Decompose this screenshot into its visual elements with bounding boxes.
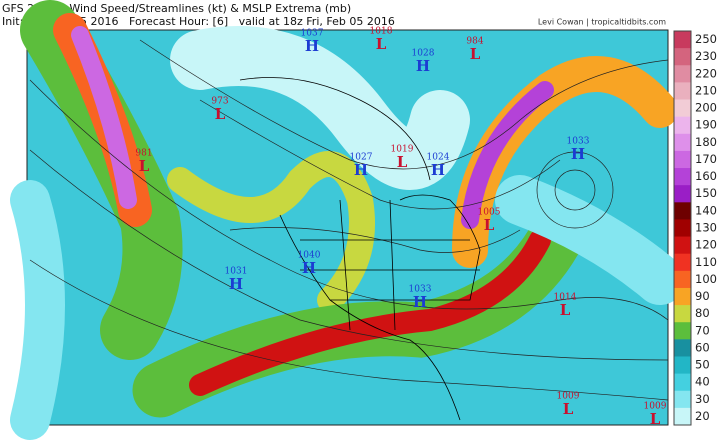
colorbar-tick-label: 160	[695, 169, 717, 183]
map-title: GFS 250mb Wind Speed/Streamlines (kt) & …	[2, 2, 351, 15]
colorbar-swatch	[674, 407, 691, 426]
colorbar-tick-label: 100	[695, 272, 717, 286]
colorbar-tick-label: 90	[695, 289, 710, 303]
colorbar-swatch	[674, 65, 691, 83]
streamlines	[29, 39, 669, 401]
colorbar-swatch	[674, 390, 691, 409]
pressure-value: 1019	[391, 145, 414, 155]
coastlines	[239, 77, 481, 421]
pressure-symbol: L	[215, 105, 226, 123]
pressure-symbol: L	[397, 153, 408, 171]
pressure-symbol: H	[571, 145, 585, 163]
pressure-symbol: H	[302, 259, 316, 277]
colorbar-swatch	[674, 31, 691, 49]
colorbar-swatch	[674, 219, 691, 238]
colorbar-tick-label: 60	[695, 340, 710, 354]
pressure-value: 1018	[370, 27, 393, 37]
pressure-symbol: H	[354, 161, 368, 179]
colorbar-tick-label: 180	[695, 135, 717, 149]
colorbar-swatch	[674, 202, 691, 220]
colorbar-tick-label: 210	[695, 83, 717, 97]
pressure-symbol: H	[413, 293, 427, 311]
colorbar-tick-label: 20	[695, 409, 710, 423]
pressure-value: 1040	[298, 251, 321, 261]
colorbar-swatch	[674, 253, 691, 272]
colorbar-swatch	[674, 322, 691, 340]
colorbar-tick-label: 140	[695, 203, 717, 217]
colorbar-swatch	[674, 236, 691, 255]
colorbar-swatch	[674, 305, 691, 323]
pressure-value: 1028	[412, 49, 435, 59]
pressure-symbol: L	[470, 45, 481, 63]
pressure-value: 981	[135, 149, 152, 159]
colorbar-tick-label: 50	[695, 358, 710, 372]
pressure-symbol: L	[376, 35, 387, 53]
colorbar-swatch	[674, 133, 691, 152]
colorbar-tick-label: 200	[695, 101, 717, 115]
pressure-symbol: H	[305, 37, 319, 55]
colorbar-border	[673, 30, 692, 426]
pressure-value: 973	[211, 97, 228, 107]
colorbar-swatch	[674, 373, 691, 392]
pressure-symbol: L	[484, 216, 495, 234]
colorbar-tick-label: 110	[695, 255, 717, 269]
pressure-symbol: H	[431, 161, 445, 179]
pressure-value: 1005	[478, 208, 501, 218]
pressure-value: 1009	[557, 392, 580, 402]
pressure-value: 984	[466, 37, 483, 47]
colorbar-tick-label: 170	[695, 152, 717, 166]
pressure-value: 1037	[301, 29, 324, 39]
colorbar-swatch	[674, 150, 691, 169]
colorbar-tick-label: 30	[695, 392, 710, 406]
colorbar-tick-label: 40	[695, 375, 710, 389]
pressure-symbol: L	[139, 157, 150, 175]
colorbar-tick-label: 120	[695, 238, 717, 252]
pressure-value: 1014	[554, 293, 577, 303]
colorbar-swatch	[674, 168, 691, 186]
colorbar-swatch	[674, 99, 691, 118]
pressure-value: 1027	[350, 153, 373, 163]
pressure-symbol: L	[650, 410, 661, 428]
colorbar-tick-label: 80	[695, 306, 710, 320]
pressure-value: 1033	[567, 137, 590, 147]
pressure-value: 1009	[644, 402, 667, 412]
colorbar-tick-label: 230	[695, 49, 717, 63]
colorbar-tick-label: 70	[695, 323, 710, 337]
pressure-value: 1033	[409, 285, 432, 295]
wind-field	[10, 0, 685, 440]
colorbar-tick-label: 130	[695, 221, 717, 235]
colorbar-tick-label: 250	[695, 32, 717, 46]
pressure-value: 1031	[225, 267, 248, 277]
colorbar-tick-label: 220	[695, 66, 717, 80]
colorbar-swatch	[674, 287, 691, 306]
colorbar-swatch	[674, 48, 691, 66]
colorbar-tick-label: 150	[695, 186, 717, 200]
pressure-symbol: L	[560, 301, 571, 319]
colorbar-swatch	[674, 339, 691, 357]
map-subtitle: Init: 12z Feb 05 2016 Forecast Hour: [6]…	[2, 15, 395, 28]
pressure-symbol: H	[416, 57, 430, 75]
pressure-symbol: L	[563, 400, 574, 418]
pressure-value: 1024	[427, 153, 450, 163]
pressure-symbol: H	[229, 275, 243, 293]
colorbar-swatch	[674, 82, 691, 101]
colorbar-swatch	[674, 270, 691, 289]
colorbar: 250 230 220 210 200 190 180 170 160 150 140 130 120 1…	[673, 30, 717, 426]
credit: Levi Cowan | tropicaltidbits.com	[538, 18, 666, 27]
colorbar-tick-label: 190	[695, 118, 717, 132]
colorbar-swatch	[674, 185, 691, 203]
colorbar-swatch	[674, 116, 691, 135]
colorbar-swatch	[674, 356, 691, 375]
